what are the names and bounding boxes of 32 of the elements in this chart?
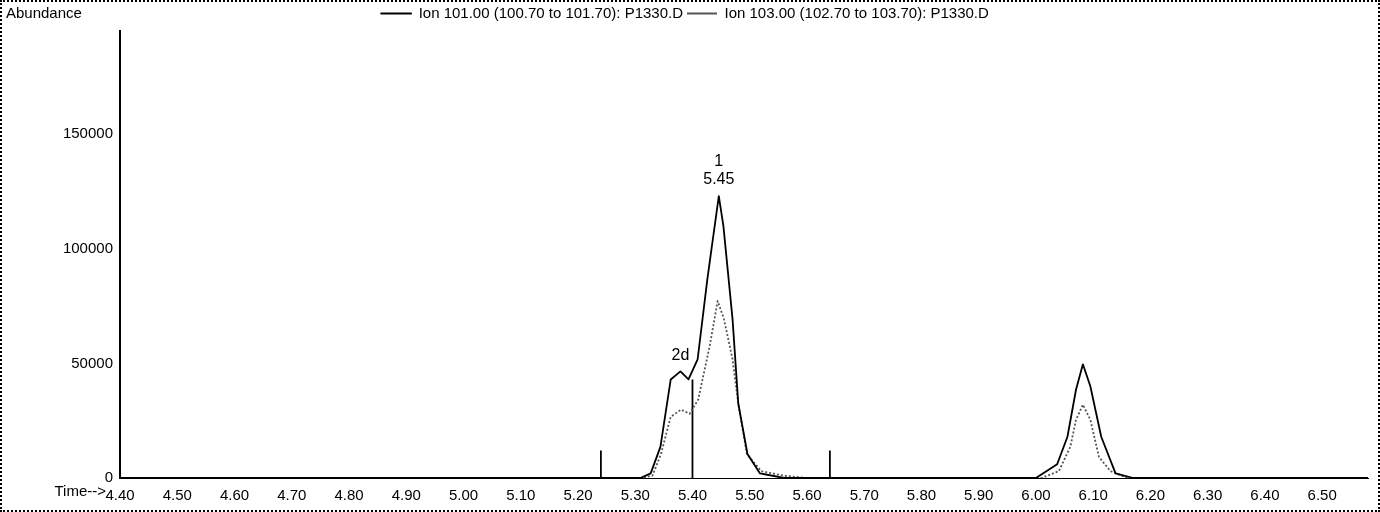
x-axis-title: Time--> bbox=[54, 481, 107, 499]
x-tick-label: 5.40 bbox=[677, 486, 708, 504]
x-tick-label: 5.70 bbox=[849, 486, 879, 504]
legend-label: Ion 101.00 (100.70 to 101.70): P1330.D bbox=[418, 3, 684, 21]
x-tick-label: 4.70 bbox=[277, 486, 307, 504]
annotation: 1 5.45 bbox=[703, 152, 735, 188]
x-tick-label: 5.30 bbox=[620, 486, 650, 504]
x-tick-label: 5.80 bbox=[906, 486, 937, 504]
y-axis-title: Abundance bbox=[6, 3, 82, 21]
x-tick-label: 6.20 bbox=[1135, 486, 1166, 504]
x-tick-label: 5.60 bbox=[792, 486, 822, 504]
x-tick-label: 4.40 bbox=[105, 486, 135, 504]
x-tick-label: 5.10 bbox=[506, 486, 536, 504]
annotation: 2d bbox=[671, 345, 690, 363]
x-tick-label: 6.00 bbox=[1021, 486, 1051, 504]
x-tick-label: 6.10 bbox=[1078, 486, 1108, 504]
x-tick-label: 4.60 bbox=[219, 486, 250, 504]
x-tick-label: 4.90 bbox=[391, 486, 421, 504]
y-tick-label: 100000 bbox=[62, 238, 113, 256]
x-tick-label: 5.20 bbox=[563, 486, 593, 504]
x-tick-label: 6.30 bbox=[1193, 486, 1223, 504]
y-tick-label: 150000 bbox=[62, 124, 113, 142]
x-tick-label: 6.40 bbox=[1250, 486, 1280, 504]
y-tick-label: 0 bbox=[104, 468, 113, 486]
x-tick-label: 5.00 bbox=[448, 486, 479, 504]
x-tick-label: 6.50 bbox=[1307, 486, 1337, 504]
x-tick-label: 4.80 bbox=[334, 486, 364, 504]
legend-label: Ion 103.00 (102.70 to 103.70): P1330.D bbox=[724, 3, 990, 21]
y-tick-label: 50000 bbox=[71, 353, 113, 371]
x-tick-label: 4.50 bbox=[162, 486, 192, 504]
x-tick-label: 5.90 bbox=[964, 486, 994, 504]
x-tick-label: 5.50 bbox=[735, 486, 765, 504]
